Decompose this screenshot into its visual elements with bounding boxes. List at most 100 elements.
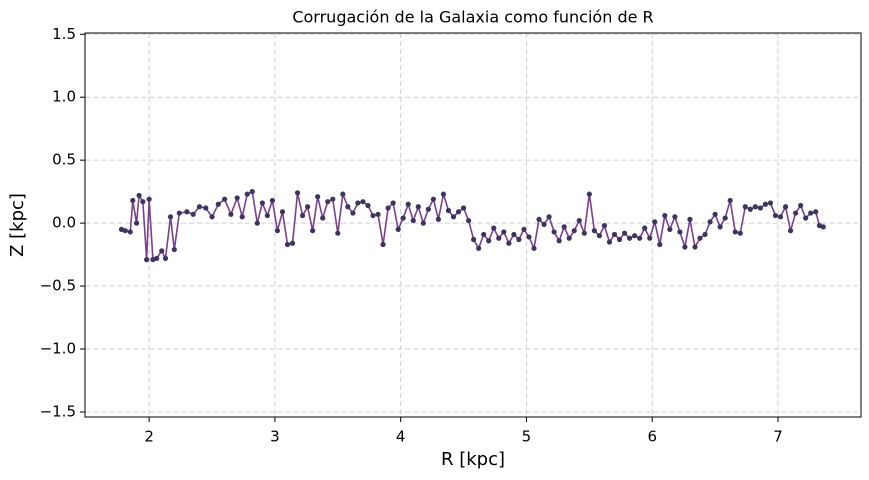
data-point (254, 220, 260, 226)
data-point (228, 211, 234, 217)
data-point (410, 217, 416, 224)
data-point (820, 224, 826, 230)
x-tick-label: 5 (522, 428, 532, 446)
data-point (476, 245, 482, 251)
data-point (355, 200, 361, 206)
data-point (136, 192, 142, 199)
data-point (581, 230, 587, 236)
data-point (305, 204, 311, 210)
data-point (390, 200, 396, 206)
data-point (798, 202, 804, 209)
data-point (747, 206, 753, 212)
x-tick-label: 7 (773, 428, 783, 446)
data-point (637, 235, 643, 241)
data-point (742, 204, 748, 210)
data-point (385, 205, 391, 211)
data-point (601, 223, 608, 229)
x-tick-label: 6 (647, 428, 657, 446)
data-point (697, 235, 703, 241)
data-point (501, 229, 507, 235)
data-point (626, 235, 633, 241)
data-point (330, 196, 336, 202)
data-point (486, 238, 492, 244)
data-point (586, 191, 592, 197)
data-point (460, 205, 467, 211)
data-point (677, 229, 683, 235)
data-point (350, 210, 356, 216)
data-point (511, 231, 517, 238)
data-point (144, 257, 150, 263)
data-point (596, 233, 602, 239)
data-point (435, 216, 442, 222)
data-point (249, 189, 255, 195)
data-point (320, 215, 326, 221)
data-point (732, 229, 738, 235)
data-point (808, 210, 814, 216)
data-point (762, 201, 769, 207)
chart-title: Corrugación de la Galaxia como función d… (292, 8, 653, 27)
data-point (122, 228, 128, 234)
data-point (269, 197, 275, 204)
data-point (803, 215, 809, 221)
data-point (395, 226, 401, 233)
data-point (667, 226, 673, 233)
data-point (455, 209, 462, 215)
data-point (133, 220, 140, 226)
data-point (340, 191, 346, 197)
data-point (345, 204, 351, 210)
data-point (606, 239, 613, 245)
x-tick-label: 4 (396, 428, 406, 446)
data-point (687, 216, 693, 222)
data-point (299, 212, 306, 219)
data-point (556, 238, 562, 244)
data-point (496, 235, 502, 241)
data-point (279, 209, 286, 215)
y-tick-label: −1.0 (40, 340, 76, 358)
data-point (154, 255, 160, 261)
data-point (215, 201, 221, 207)
data-point (722, 215, 728, 221)
data-point (259, 200, 265, 206)
data-point (787, 228, 794, 234)
y-tick-label: 0.5 (52, 151, 76, 169)
data-point (546, 214, 552, 220)
data-point (127, 229, 133, 235)
data-point (531, 245, 537, 251)
data-point (642, 225, 648, 231)
y-tick-label: −0.5 (40, 277, 76, 295)
data-point (541, 221, 547, 227)
data-point (445, 207, 452, 214)
data-point (405, 201, 411, 207)
data-point (571, 228, 577, 234)
data-point (234, 195, 240, 201)
data-point (772, 212, 779, 219)
data-point (521, 226, 527, 233)
x-tick-label: 2 (144, 428, 154, 446)
data-point (767, 200, 774, 206)
data-point (450, 214, 457, 220)
data-point (616, 236, 623, 243)
data-point (471, 236, 477, 243)
data-point (481, 231, 487, 238)
data-point (375, 211, 381, 217)
data-point (430, 196, 436, 202)
data-point (196, 204, 203, 210)
data-point (632, 233, 638, 239)
data-point (717, 224, 723, 230)
data-point (757, 205, 763, 211)
data-point (792, 210, 799, 216)
data-point (682, 244, 688, 250)
data-point (184, 209, 190, 215)
data-point (130, 197, 136, 204)
data-point (146, 196, 152, 202)
y-tick-label: 0.0 (52, 214, 76, 232)
data-point (551, 229, 557, 235)
y-tick-label: −1.5 (40, 402, 76, 420)
data-point (576, 217, 582, 224)
data-point (425, 206, 431, 212)
data-point (465, 217, 472, 224)
y-tick-label: 1.0 (52, 88, 76, 106)
data-point (284, 241, 291, 248)
data-point (692, 244, 698, 250)
data-point (647, 235, 653, 241)
